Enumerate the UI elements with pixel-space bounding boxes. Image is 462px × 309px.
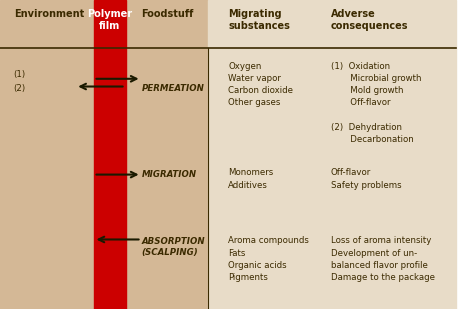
Text: Loss of aroma intensity
Development of un-
balanced flavor profile
Damage to the: Loss of aroma intensity Development of u…	[331, 236, 435, 282]
Bar	[94, 0, 126, 309]
Text: Environment: Environment	[14, 9, 84, 19]
Text: Oxygen
Water vapor
Carbon dioxide
Other gases: Oxygen Water vapor Carbon dioxide Other …	[228, 62, 293, 107]
Text: Foodstuff: Foodstuff	[141, 9, 194, 19]
Bar	[208, 0, 456, 309]
Text: ABSORPTION
(SCALPING): ABSORPTION (SCALPING)	[141, 237, 205, 257]
Text: Adverse
consequences: Adverse consequences	[331, 9, 408, 31]
Text: Aroma compounds
Fats
Organic acids
Pigments: Aroma compounds Fats Organic acids Pigme…	[228, 236, 309, 282]
Text: Migrating
substances: Migrating substances	[228, 9, 290, 31]
Text: (1): (1)	[14, 70, 26, 79]
Text: (2): (2)	[14, 83, 26, 93]
Text: Monomers
Additives: Monomers Additives	[228, 168, 274, 189]
Text: (1)  Oxidation
       Microbial growth
       Mold growth
       Off-flavor

(2): (1) Oxidation Microbial growth Mold grow…	[331, 62, 421, 144]
Text: Polymer
film: Polymer film	[87, 9, 132, 31]
Bar	[0, 0, 208, 309]
Text: Off-flavor
Safety problems: Off-flavor Safety problems	[331, 168, 401, 189]
Text: MIGRATION: MIGRATION	[141, 170, 197, 179]
Text: PERMEATION: PERMEATION	[141, 83, 204, 93]
